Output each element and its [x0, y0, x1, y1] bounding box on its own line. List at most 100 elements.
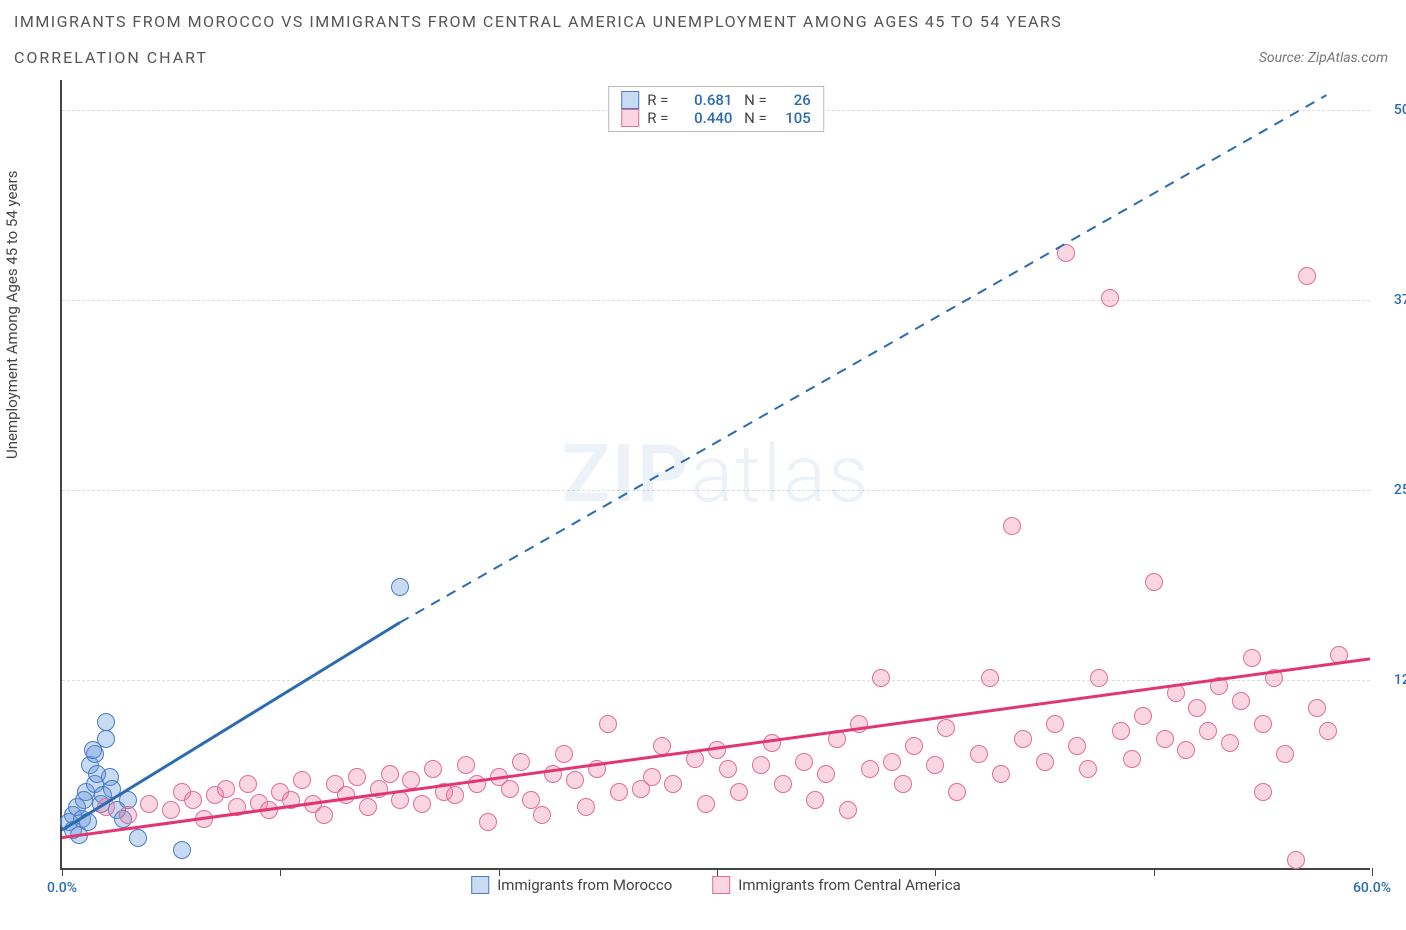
legend-n-value: 105 [775, 109, 811, 127]
data-point-central_america [828, 730, 846, 748]
legend-n-value: 26 [775, 91, 811, 109]
source-name: ZipAtlas.com [1308, 50, 1388, 66]
legend-swatch [712, 876, 730, 894]
data-point-central_america [337, 786, 355, 804]
data-point-central_america [817, 765, 835, 783]
data-point-central_america [905, 737, 923, 755]
gridline-h [62, 680, 1370, 681]
y-tick-label: 25.0% [1394, 482, 1406, 498]
data-point-central_america [348, 768, 366, 786]
series-label: Immigrants from Central America [738, 876, 961, 894]
data-point-central_america [1036, 753, 1054, 771]
data-point-central_america [883, 753, 901, 771]
series-legend-item: Immigrants from Central America [712, 876, 961, 894]
trendline-dashed-morocco [400, 95, 1327, 622]
x-tick [717, 868, 718, 876]
data-point-central_america [774, 775, 792, 793]
legend-r-value: 0.681 [676, 91, 732, 109]
data-point-central_america [926, 756, 944, 774]
data-point-central_america [468, 775, 486, 793]
y-tick-label: 37.5% [1394, 292, 1406, 308]
legend-r-label: R = [647, 91, 668, 109]
data-point-central_america [97, 798, 115, 816]
data-point-central_america [1112, 722, 1130, 740]
x-tick [935, 868, 936, 876]
legend-swatch [621, 109, 639, 127]
data-point-central_america [446, 786, 464, 804]
data-point-morocco [97, 713, 115, 731]
legend-n-label: N = [740, 109, 766, 127]
data-point-central_america [610, 783, 628, 801]
data-point-central_america [1177, 741, 1195, 759]
data-point-central_america [599, 715, 617, 733]
legend-r-label: R = [647, 109, 668, 127]
data-point-central_america [413, 795, 431, 813]
data-point-morocco [79, 813, 97, 831]
data-point-central_america [1014, 730, 1032, 748]
data-point-central_america [359, 798, 377, 816]
data-point-morocco [88, 765, 106, 783]
data-point-central_america [1308, 699, 1326, 717]
data-point-central_america [1101, 289, 1119, 307]
data-point-central_america [872, 669, 890, 687]
data-point-central_america [1079, 760, 1097, 778]
data-point-central_america [664, 775, 682, 793]
data-point-central_america [1199, 722, 1217, 740]
data-point-central_america [1265, 669, 1283, 687]
data-point-central_america [424, 760, 442, 778]
x-tick [62, 868, 63, 876]
watermark-zip: ZIP [562, 427, 691, 521]
data-point-morocco [391, 578, 409, 596]
data-point-central_america [1003, 517, 1021, 535]
data-point-central_america [1188, 699, 1206, 717]
data-point-morocco [129, 829, 147, 847]
data-point-central_america [577, 798, 595, 816]
data-point-central_america [1254, 783, 1272, 801]
x-tick [1372, 868, 1373, 876]
data-point-central_america [1046, 715, 1064, 733]
series-label: Immigrants from Morocco [497, 876, 672, 894]
x-tick [280, 868, 281, 876]
data-point-central_america [457, 756, 475, 774]
y-axis-label: Unemployment Among Ages 45 to 54 years [3, 171, 21, 459]
data-point-central_america [479, 813, 497, 831]
data-point-central_america [1167, 684, 1185, 702]
series-legend: Immigrants from Morocco Immigrants from C… [471, 876, 961, 894]
data-point-central_america [381, 765, 399, 783]
data-point-central_america [937, 719, 955, 737]
y-tick-label: 12.5% [1394, 672, 1406, 688]
data-point-central_america [763, 734, 781, 752]
data-point-central_america [970, 745, 988, 763]
data-point-central_america [1276, 745, 1294, 763]
data-point-central_america [1134, 707, 1152, 725]
data-point-central_america [1156, 730, 1174, 748]
chart-title: IMMIGRANTS FROM MOROCCO VS IMMIGRANTS FR… [14, 12, 1062, 31]
data-point-central_america [162, 801, 180, 819]
x-tick [499, 868, 500, 876]
data-point-morocco [173, 841, 191, 859]
data-point-central_america [1068, 737, 1086, 755]
data-point-central_america [555, 745, 573, 763]
data-point-central_america [315, 806, 333, 824]
data-point-morocco [75, 791, 93, 809]
plot-area: ZIPatlas R =0.681 N =26R =0.440 N =105 I… [60, 80, 1370, 870]
data-point-central_america [1057, 244, 1075, 262]
x-tick-label-end: 60.0% [1353, 880, 1391, 896]
series-legend-item: Immigrants from Morocco [471, 876, 672, 894]
data-point-morocco [84, 741, 102, 759]
data-point-central_america [282, 791, 300, 809]
data-point-central_america [544, 765, 562, 783]
x-tick-label-start: 0.0% [47, 880, 77, 896]
data-point-central_america [588, 760, 606, 778]
data-point-central_america [140, 795, 158, 813]
data-point-central_america [512, 753, 530, 771]
data-point-central_america [981, 669, 999, 687]
data-point-central_america [228, 798, 246, 816]
watermark-atlas: atlas [690, 427, 870, 521]
data-point-central_america [217, 780, 235, 798]
data-point-central_america [948, 783, 966, 801]
data-point-central_america [260, 801, 278, 819]
data-point-central_america [1298, 267, 1316, 285]
data-point-central_america [752, 756, 770, 774]
data-point-central_america [1123, 750, 1141, 768]
